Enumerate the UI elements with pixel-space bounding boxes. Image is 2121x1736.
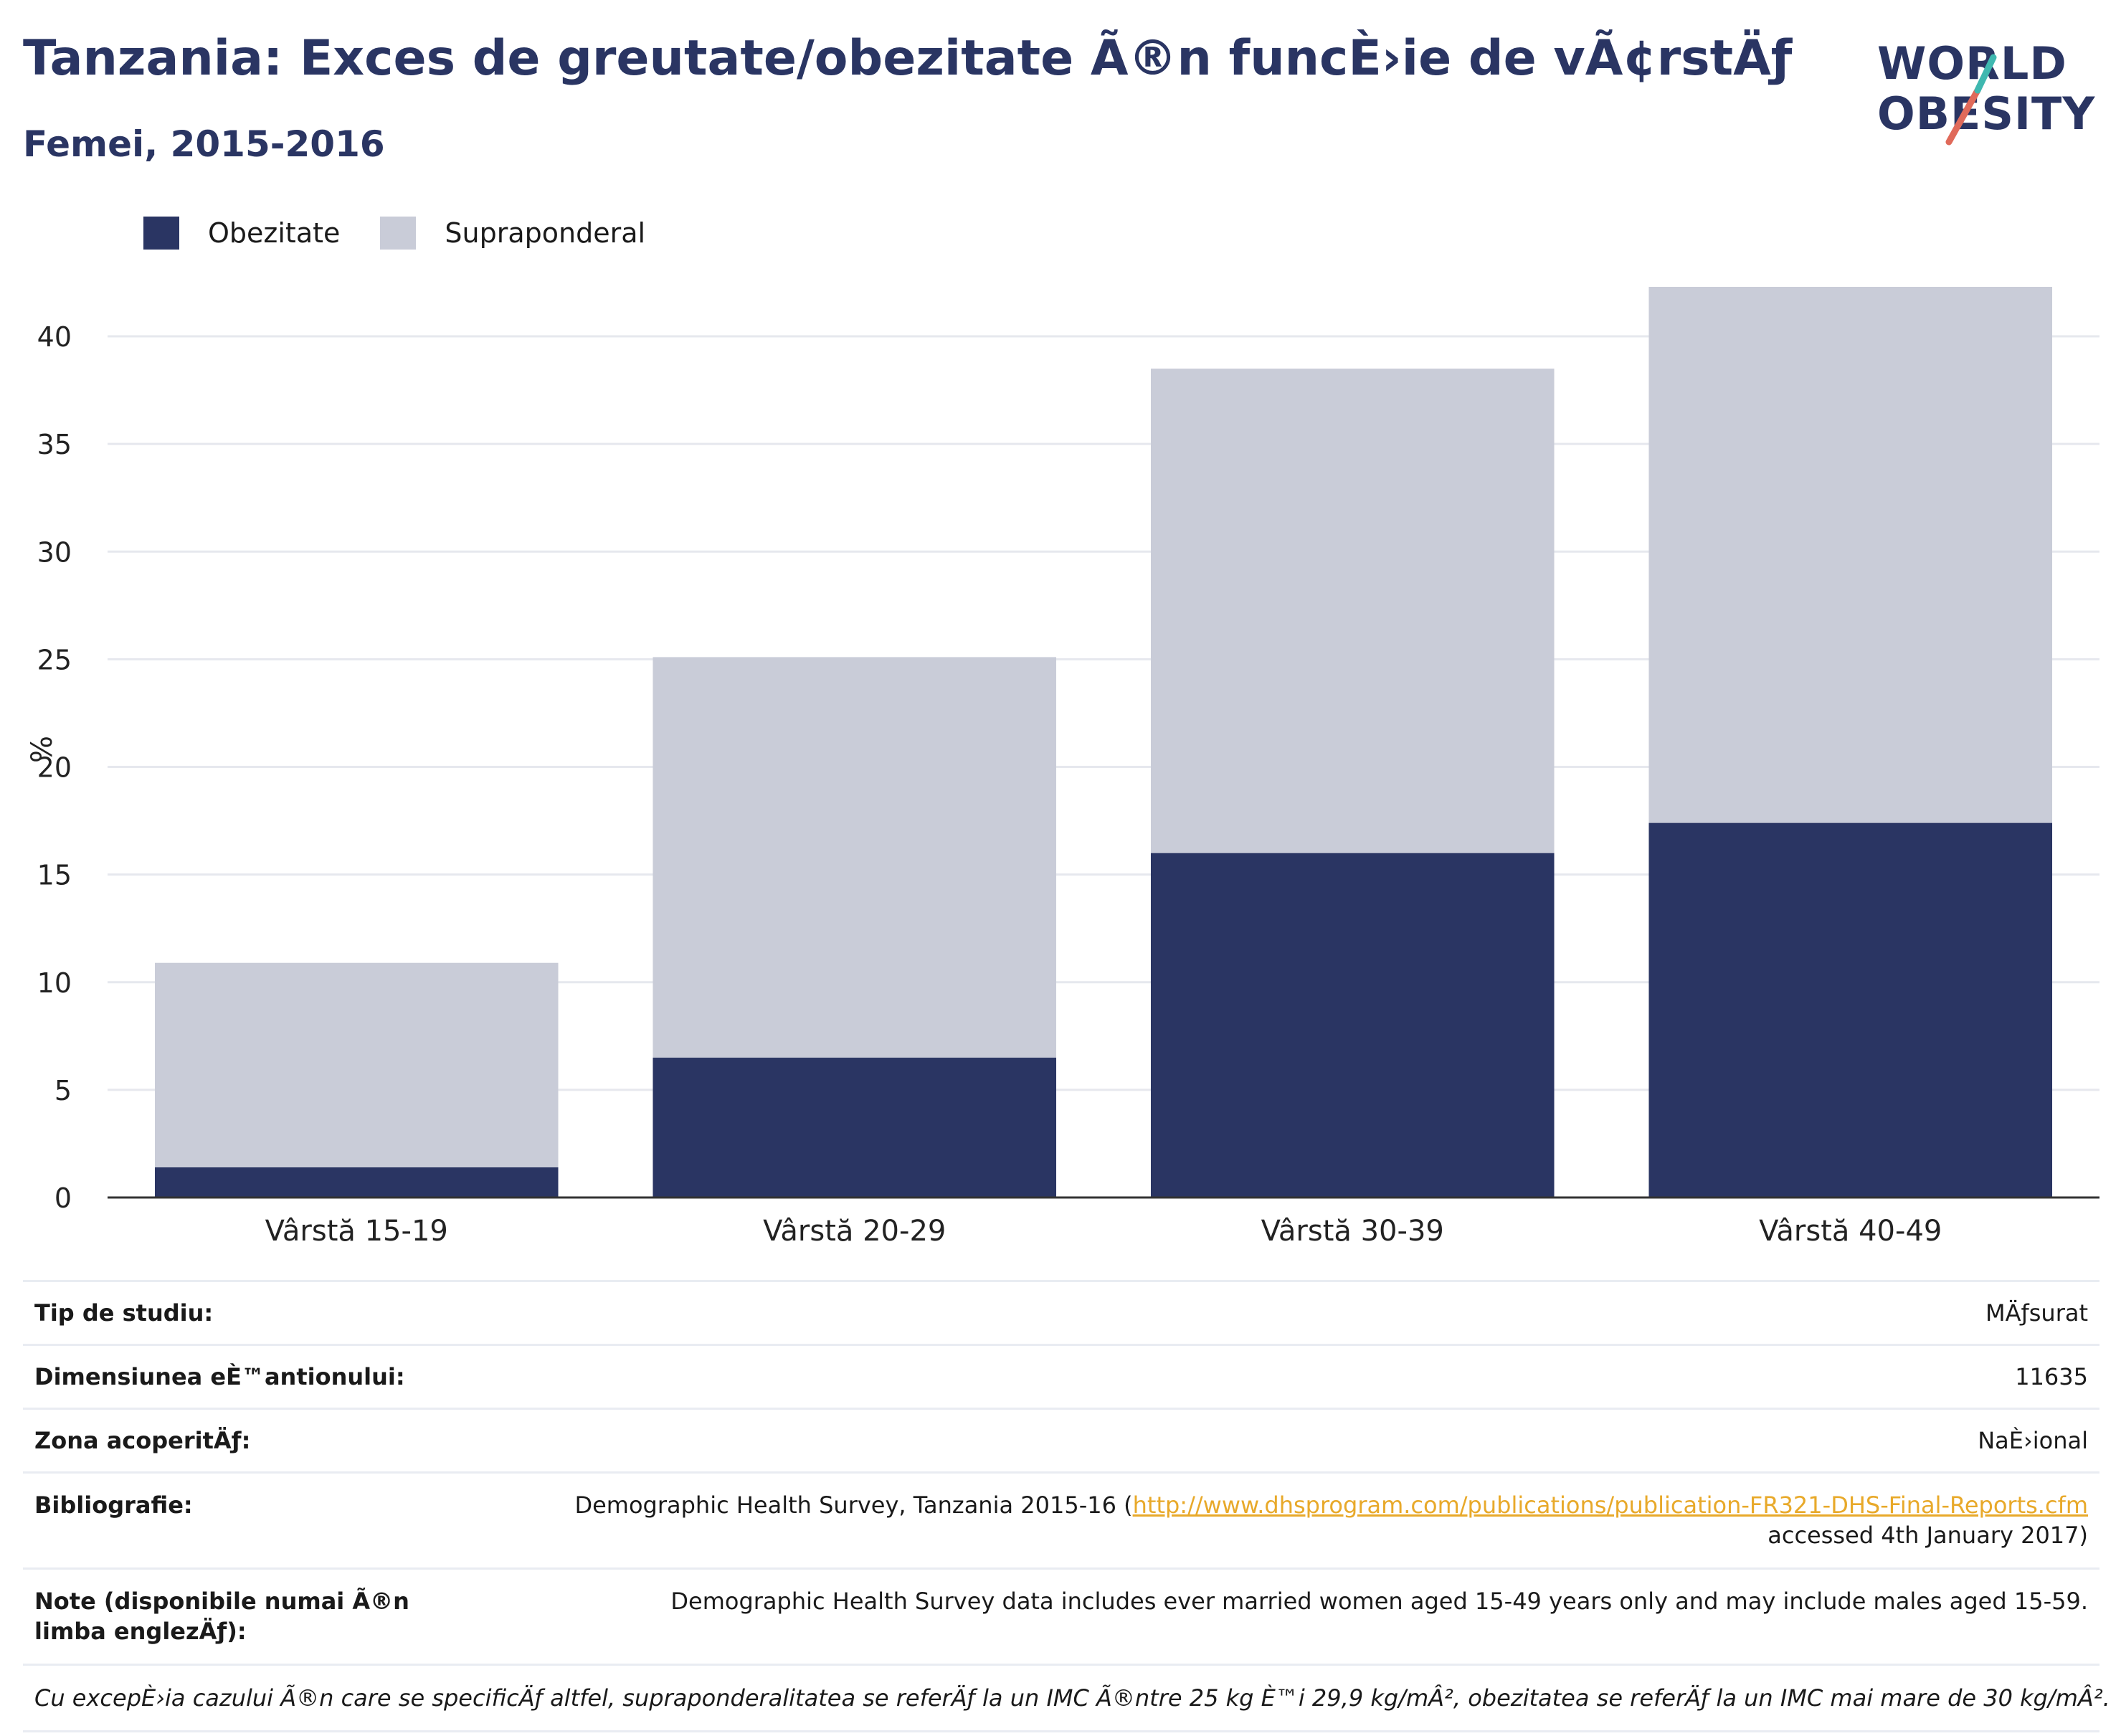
x-tick-label: Vârstă 15-19 (265, 1215, 448, 1248)
info-row-bibliography: Bibliografie: Demographic Health Survey,… (23, 1471, 2099, 1567)
notes-label: Note (disponibile numai Ã®n limba englez… (34, 1588, 409, 1645)
footnote: Cu excepÈ›ia cazului Ã®n care se specifi… (23, 1664, 2110, 1733)
legend-item-obesity: Obezitate (143, 217, 340, 250)
y-tick-label: 40 (37, 321, 72, 353)
bibliography-text: Demographic Health Survey, Tanzania 2015… (574, 1491, 1133, 1519)
bar-obesity (1648, 822, 2053, 1197)
stacked-bar-chart: 0 5 10 15 20 25 30 35 40% Vârstă 15-19 Vârstă 20-2… (26, 287, 2099, 1248)
bibliography-link[interactable]: http://www.dhsprogram.com/publications/p… (1132, 1491, 2088, 1519)
bibliography-label: Bibliografie: (34, 1491, 193, 1519)
y-tick-label: 15 (37, 860, 72, 891)
sample-size-label: Dimensiunea eÈ™antionului: (34, 1363, 405, 1390)
logo-slash-icon (1945, 54, 1997, 146)
x-tick-label: Vârstă 40-49 (1759, 1215, 1942, 1248)
coverage-value: NaÈ›ional (1978, 1427, 2088, 1454)
study-type-value: MÄƒsurat (1985, 1299, 2088, 1327)
coverage-label: Zona acoperitÄƒ: (34, 1427, 251, 1454)
legend-swatch-overweight (380, 217, 417, 250)
legend-label-obesity: Obezitate (208, 217, 341, 249)
chart-title: Tanzania: Exces de greutate/obezitate Ã®… (23, 30, 1793, 87)
y-tick-label: 0 (54, 1182, 72, 1214)
legend-label-overweight: Supraponderal (445, 217, 646, 249)
y-tick-label: 20 (37, 752, 72, 784)
study-type-label: Tip de studiu: (34, 1299, 214, 1327)
world-obesity-logo: WORLD OBESITY (1864, 22, 2108, 151)
info-row-coverage: Zona acoperitÄƒ: NaÈ›ional (23, 1408, 2099, 1471)
info-table: Tip de studiu: MÄƒsurat Dimensiunea eÈ™a… (23, 1280, 2110, 1733)
chart-subtitle: Femei, 2015-2016 (23, 123, 385, 165)
sample-size-value: 11635 (2015, 1363, 2088, 1390)
info-row-study-type: Tip de studiu: MÄƒsurat (23, 1280, 2099, 1344)
legend-swatch-obesity (143, 217, 179, 250)
chart-legend: Obezitate Supraponderal (143, 215, 685, 251)
y-axis-label: % (26, 736, 59, 763)
bibliography-tail: accessed 4th January 2017) (1768, 1521, 2088, 1549)
bar-obesity (653, 1057, 1057, 1197)
y-tick-label: 35 (37, 429, 72, 460)
y-tick-label: 30 (37, 536, 72, 568)
bar-overweight (1648, 287, 2053, 823)
bar-obesity (154, 1167, 559, 1197)
notes-value: Demographic Health Survey data includes … (670, 1588, 2088, 1616)
logo-line2: OBESITY (1877, 87, 2096, 140)
bar-overweight (653, 657, 1057, 1058)
x-tick-label: Vârstă 30-39 (1261, 1215, 1444, 1248)
y-tick-label: 25 (37, 644, 72, 675)
y-tick-label: 5 (54, 1075, 72, 1106)
bar-overweight (1150, 369, 1555, 853)
bar-obesity (1150, 853, 1555, 1197)
legend-item-overweight: Supraponderal (380, 217, 645, 250)
y-tick-label: 10 (37, 967, 72, 999)
info-row-sample: Dimensiunea eÈ™antionului: 11635 (23, 1344, 2099, 1408)
bibliography-value: Demographic Health Survey, Tanzania 2015… (574, 1491, 2088, 1550)
logo-line1: WORLD (1877, 37, 2067, 90)
x-tick-label: Vârstă 20-29 (763, 1215, 946, 1248)
info-row-notes: Note (disponibile numai Ã®n limba englez… (23, 1567, 2099, 1664)
bar-overweight (154, 962, 559, 1167)
